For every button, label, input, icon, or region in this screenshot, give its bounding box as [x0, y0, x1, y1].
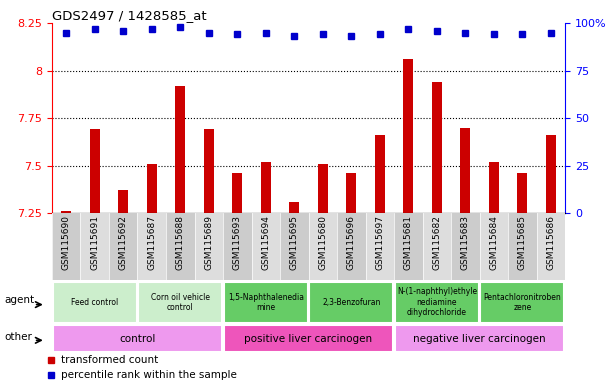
Bar: [375, 135, 385, 213]
Bar: [232, 173, 242, 213]
Bar: [394, 213, 423, 280]
Bar: [337, 213, 365, 280]
Bar: [395, 281, 479, 323]
Text: GSM115684: GSM115684: [489, 215, 499, 270]
Bar: [61, 211, 71, 213]
Text: GSM115693: GSM115693: [233, 215, 242, 270]
Bar: [166, 213, 194, 280]
Text: 1,5-Naphthalenedia
mine: 1,5-Naphthalenedia mine: [228, 293, 304, 312]
Bar: [318, 164, 327, 213]
Bar: [489, 162, 499, 213]
Bar: [52, 213, 81, 280]
Bar: [138, 281, 222, 323]
Bar: [194, 213, 223, 280]
Text: GSM115685: GSM115685: [518, 215, 527, 270]
Bar: [451, 213, 480, 280]
Bar: [119, 190, 128, 213]
Text: positive liver carcinogen: positive liver carcinogen: [244, 334, 373, 344]
Text: GSM115680: GSM115680: [318, 215, 327, 270]
Text: percentile rank within the sample: percentile rank within the sample: [62, 370, 237, 380]
Text: GSM115690: GSM115690: [62, 215, 71, 270]
Text: GSM115688: GSM115688: [176, 215, 185, 270]
Bar: [224, 325, 393, 353]
Text: other: other: [4, 333, 32, 343]
Bar: [432, 82, 442, 213]
Text: GSM115687: GSM115687: [147, 215, 156, 270]
Bar: [53, 325, 222, 353]
Bar: [109, 213, 137, 280]
Text: GDS2497 / 1428585_at: GDS2497 / 1428585_at: [52, 9, 207, 22]
Bar: [137, 213, 166, 280]
Text: 2,3-Benzofuran: 2,3-Benzofuran: [322, 298, 381, 307]
Bar: [147, 164, 156, 213]
Bar: [365, 213, 394, 280]
Text: GSM115686: GSM115686: [546, 215, 555, 270]
Bar: [290, 202, 299, 213]
Bar: [480, 281, 565, 323]
Text: Feed control: Feed control: [71, 298, 119, 307]
Bar: [81, 213, 109, 280]
Bar: [423, 213, 451, 280]
Text: transformed count: transformed count: [62, 356, 159, 366]
Bar: [280, 213, 309, 280]
Bar: [346, 173, 356, 213]
Bar: [518, 173, 527, 213]
Text: GSM115696: GSM115696: [347, 215, 356, 270]
Bar: [252, 213, 280, 280]
Text: control: control: [119, 334, 156, 344]
Text: Pentachloronitroben
zene: Pentachloronitroben zene: [483, 293, 562, 312]
Text: agent: agent: [4, 295, 34, 305]
Bar: [480, 213, 508, 280]
Bar: [261, 162, 271, 213]
Text: GSM115691: GSM115691: [90, 215, 99, 270]
Bar: [546, 135, 556, 213]
Text: GSM115695: GSM115695: [290, 215, 299, 270]
Text: N-(1-naphthyl)ethyle
nediamine
dihydrochloride: N-(1-naphthyl)ethyle nediamine dihydroch…: [397, 288, 477, 317]
Bar: [309, 281, 393, 323]
Text: Corn oil vehicle
control: Corn oil vehicle control: [151, 293, 210, 312]
Bar: [309, 213, 337, 280]
Text: GSM115689: GSM115689: [204, 215, 213, 270]
Bar: [536, 213, 565, 280]
Bar: [53, 281, 137, 323]
Bar: [90, 129, 100, 213]
Bar: [175, 86, 185, 213]
Text: GSM115682: GSM115682: [433, 215, 441, 270]
Bar: [204, 129, 214, 213]
Text: GSM115692: GSM115692: [119, 215, 128, 270]
Bar: [461, 127, 470, 213]
Text: GSM115681: GSM115681: [404, 215, 413, 270]
Bar: [403, 59, 413, 213]
Text: GSM115694: GSM115694: [262, 215, 270, 270]
Bar: [508, 213, 536, 280]
Bar: [223, 213, 252, 280]
Bar: [224, 281, 308, 323]
Bar: [395, 325, 565, 353]
Text: GSM115683: GSM115683: [461, 215, 470, 270]
Text: negative liver carcinogen: negative liver carcinogen: [413, 334, 546, 344]
Text: GSM115697: GSM115697: [375, 215, 384, 270]
